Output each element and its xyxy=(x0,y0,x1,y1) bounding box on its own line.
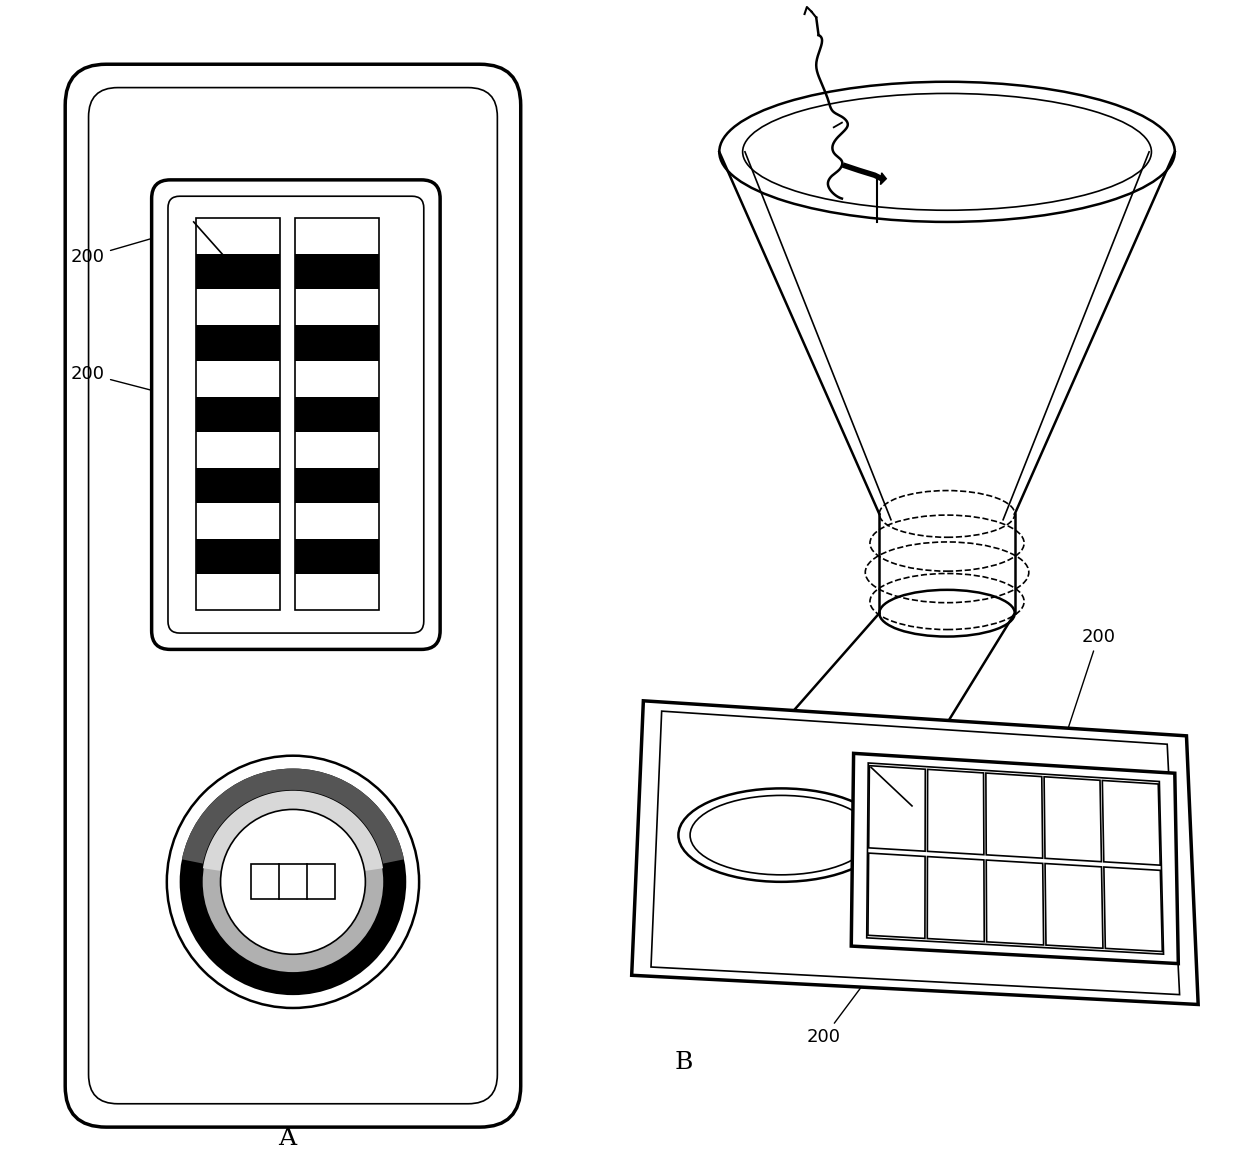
Bar xyxy=(295,467,379,502)
Bar xyxy=(295,538,379,573)
Polygon shape xyxy=(928,856,985,941)
Text: 200: 200 xyxy=(807,890,934,1047)
Bar xyxy=(295,218,379,610)
Polygon shape xyxy=(203,791,383,882)
Polygon shape xyxy=(869,766,925,851)
Circle shape xyxy=(202,791,384,973)
Text: B: B xyxy=(675,1051,693,1075)
Polygon shape xyxy=(182,769,404,882)
Bar xyxy=(295,255,379,290)
Bar xyxy=(196,218,280,610)
FancyBboxPatch shape xyxy=(167,196,424,633)
Polygon shape xyxy=(928,770,983,855)
Bar xyxy=(196,467,280,502)
Ellipse shape xyxy=(678,788,884,882)
Bar xyxy=(295,396,379,431)
Polygon shape xyxy=(1045,863,1102,948)
Circle shape xyxy=(221,809,366,954)
FancyBboxPatch shape xyxy=(151,180,440,649)
FancyBboxPatch shape xyxy=(66,64,521,1127)
Polygon shape xyxy=(880,173,887,185)
Polygon shape xyxy=(868,853,925,938)
Bar xyxy=(196,396,280,431)
Polygon shape xyxy=(1104,867,1162,952)
Ellipse shape xyxy=(691,795,872,875)
Bar xyxy=(196,326,280,361)
Polygon shape xyxy=(1044,777,1101,862)
Text: 200: 200 xyxy=(71,364,221,408)
Polygon shape xyxy=(852,753,1178,964)
Bar xyxy=(196,538,280,573)
Bar xyxy=(196,255,280,290)
Text: 200: 200 xyxy=(1053,627,1115,774)
Text: A: A xyxy=(278,1127,296,1150)
Text: 200: 200 xyxy=(71,223,206,266)
Polygon shape xyxy=(1102,780,1161,865)
Polygon shape xyxy=(986,773,1043,858)
Polygon shape xyxy=(631,701,1198,1004)
Circle shape xyxy=(180,769,407,995)
Circle shape xyxy=(167,756,419,1008)
Bar xyxy=(250,864,335,899)
Polygon shape xyxy=(986,860,1044,945)
Bar xyxy=(295,326,379,361)
